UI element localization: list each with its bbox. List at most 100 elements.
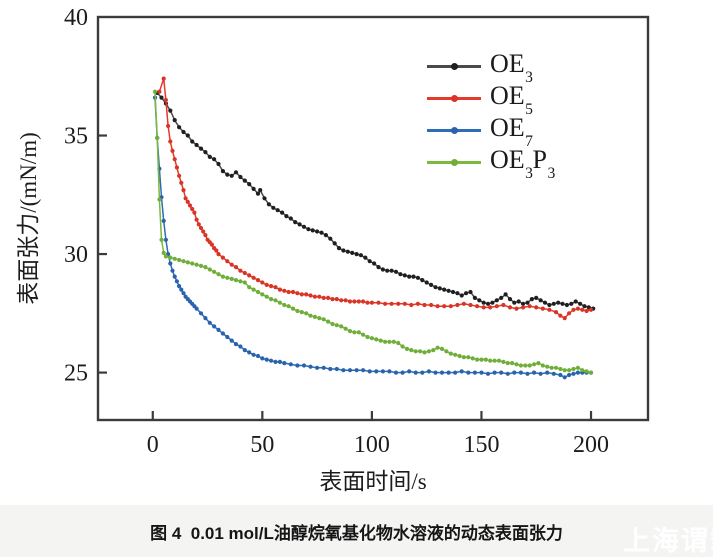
data-point bbox=[573, 299, 578, 304]
data-point bbox=[172, 274, 177, 279]
data-point bbox=[273, 359, 278, 364]
data-point bbox=[383, 339, 388, 344]
data-point bbox=[439, 346, 445, 351]
data-point bbox=[361, 368, 366, 373]
data-point bbox=[187, 203, 193, 208]
data-point bbox=[472, 295, 477, 300]
x-axis-title: 表面时间/s bbox=[319, 469, 426, 494]
data-point bbox=[567, 372, 572, 378]
data-point bbox=[407, 274, 412, 279]
data-point bbox=[505, 371, 510, 376]
data-point bbox=[190, 139, 195, 144]
data-point bbox=[172, 256, 177, 261]
data-point bbox=[190, 261, 195, 266]
data-point bbox=[192, 210, 197, 215]
data-point bbox=[488, 305, 493, 310]
data-point bbox=[183, 196, 188, 201]
data-point bbox=[485, 371, 491, 376]
data-point bbox=[288, 362, 293, 367]
data-point bbox=[299, 310, 304, 315]
data-point bbox=[163, 97, 168, 103]
data-point bbox=[446, 288, 451, 293]
data-point bbox=[251, 352, 256, 357]
data-point bbox=[242, 178, 247, 183]
data-point bbox=[534, 295, 539, 300]
data-point bbox=[323, 233, 328, 238]
data-point bbox=[179, 287, 184, 292]
data-point bbox=[588, 370, 594, 375]
data-point bbox=[488, 358, 493, 363]
data-point bbox=[306, 227, 311, 232]
data-point bbox=[334, 366, 339, 372]
data-point bbox=[553, 365, 559, 370]
data-point bbox=[446, 370, 451, 375]
data-point bbox=[152, 89, 158, 94]
data-point bbox=[512, 300, 517, 305]
data-point bbox=[470, 356, 475, 361]
data-point bbox=[174, 279, 179, 284]
data-point bbox=[588, 307, 594, 312]
data-point bbox=[562, 375, 567, 380]
data-point bbox=[264, 294, 269, 299]
data-point bbox=[372, 261, 377, 266]
data-point bbox=[453, 352, 458, 357]
data-point bbox=[207, 320, 212, 325]
data-point bbox=[216, 327, 221, 332]
data-point bbox=[516, 299, 521, 304]
data-point bbox=[212, 324, 217, 329]
data-point bbox=[350, 250, 355, 255]
data-point bbox=[477, 298, 482, 303]
data-point bbox=[321, 295, 326, 300]
data-point bbox=[216, 272, 221, 277]
data-point bbox=[453, 370, 458, 375]
data-point bbox=[475, 304, 480, 309]
data-point bbox=[534, 305, 539, 310]
data-point bbox=[415, 301, 420, 306]
data-point bbox=[538, 371, 543, 376]
legend-item-OE7: OE7 bbox=[427, 114, 555, 149]
data-point bbox=[238, 268, 243, 273]
data-point bbox=[431, 348, 436, 353]
data-point bbox=[177, 257, 182, 263]
x-tick-label: 200 bbox=[573, 432, 609, 458]
data-point bbox=[551, 301, 556, 306]
data-point bbox=[564, 302, 570, 308]
data-point bbox=[159, 95, 164, 100]
data-point bbox=[295, 291, 300, 296]
data-point bbox=[558, 366, 563, 372]
data-point bbox=[361, 332, 366, 337]
data-point bbox=[185, 199, 190, 204]
data-point bbox=[155, 135, 160, 140]
data-point bbox=[369, 300, 374, 305]
data-point bbox=[229, 262, 234, 267]
data-point bbox=[181, 129, 186, 135]
data-point bbox=[295, 308, 300, 314]
data-point bbox=[260, 292, 265, 297]
data-point bbox=[521, 301, 526, 306]
x-tick-label: 50 bbox=[250, 432, 274, 458]
data-point bbox=[255, 191, 261, 196]
data-point bbox=[343, 298, 348, 303]
data-point bbox=[507, 297, 513, 302]
data-point bbox=[336, 246, 342, 251]
data-point bbox=[225, 275, 230, 280]
data-point bbox=[475, 357, 480, 362]
legend-label-OE3: OE3 bbox=[490, 48, 533, 87]
data-point bbox=[321, 365, 326, 370]
data-point bbox=[507, 305, 513, 310]
data-point bbox=[196, 222, 201, 227]
data-point bbox=[201, 229, 206, 234]
data-point bbox=[341, 368, 346, 373]
data-point bbox=[212, 157, 217, 162]
data-point bbox=[330, 321, 335, 327]
data-point bbox=[444, 349, 449, 354]
data-point bbox=[523, 363, 528, 368]
data-point bbox=[341, 248, 346, 253]
data-point bbox=[247, 285, 252, 290]
data-point bbox=[220, 255, 225, 260]
data-point bbox=[330, 297, 335, 302]
data-point bbox=[422, 350, 427, 355]
data-point bbox=[567, 311, 572, 316]
data-point bbox=[365, 334, 370, 340]
data-point bbox=[238, 279, 243, 284]
